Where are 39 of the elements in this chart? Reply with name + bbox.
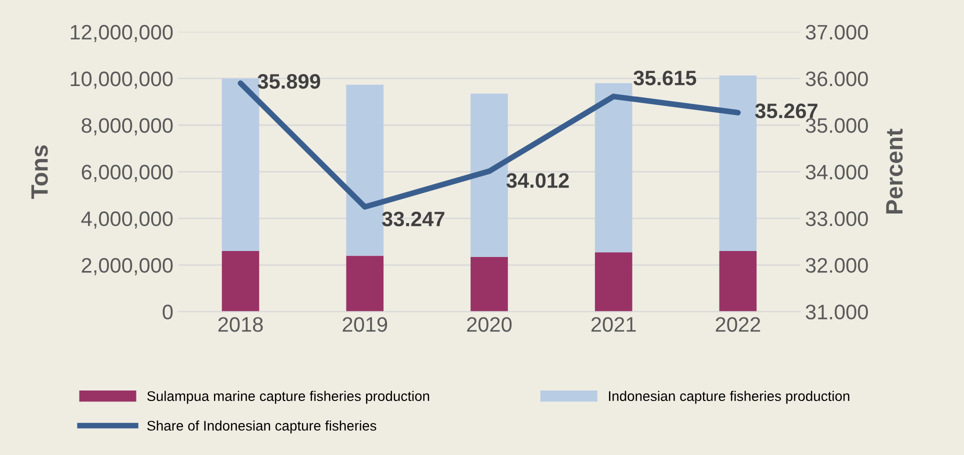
y-tick-label: 12,000,000 <box>70 24 173 42</box>
data-label: 35.267 <box>755 104 818 118</box>
bar <box>346 84 384 256</box>
y2-tick-label: 36.000 <box>806 71 868 86</box>
y-tick-label: 10,000,000 <box>70 71 173 89</box>
y-tick-label: 4,000,000 <box>81 211 173 229</box>
bar <box>222 251 260 312</box>
legend-label: Indonesian capture fisheries production <box>609 390 850 404</box>
y-tick-label: 8,000,000 <box>82 118 173 136</box>
y2-axis-title: Percent <box>886 128 903 214</box>
x-tick-label: 2019 <box>342 317 388 332</box>
data-label: 35.615 <box>634 70 696 86</box>
bar <box>594 252 632 312</box>
x-tick-label: 2022 <box>716 317 760 332</box>
x-tick-label: 2020 <box>467 317 512 332</box>
bar <box>719 251 757 312</box>
y2-tick-label: 35.000 <box>806 118 868 133</box>
y2-tick-label: 37.000 <box>806 24 868 40</box>
bar <box>222 78 260 252</box>
y2-tick-label: 31.000 <box>806 304 868 320</box>
y2-tick-label: 33.000 <box>806 211 868 226</box>
x-tick-label: 2018 <box>218 317 263 332</box>
data-label: 33.247 <box>382 212 444 226</box>
y2-tick-label: 32.000 <box>806 258 868 273</box>
y-tick-label: 2,000,000 <box>82 258 173 276</box>
legend-label: Sulampua marine capture fisheries production <box>147 390 430 404</box>
bar <box>594 83 632 252</box>
bar <box>346 256 384 312</box>
y-tick-label: 6,000,000 <box>82 164 173 182</box>
bar <box>719 75 757 252</box>
data-label: 35.899 <box>258 74 320 89</box>
y2-tick-label: 34.000 <box>806 164 868 180</box>
bar <box>470 94 508 257</box>
data-label: 34.012 <box>506 173 569 188</box>
x-tick-label: 2021 <box>591 317 636 332</box>
bar <box>470 256 508 312</box>
y-tick-label: 0 <box>162 304 173 320</box>
legend-label: Share of Indonesian capture fisheries <box>147 420 376 434</box>
y-axis-title: Tons <box>31 145 48 199</box>
